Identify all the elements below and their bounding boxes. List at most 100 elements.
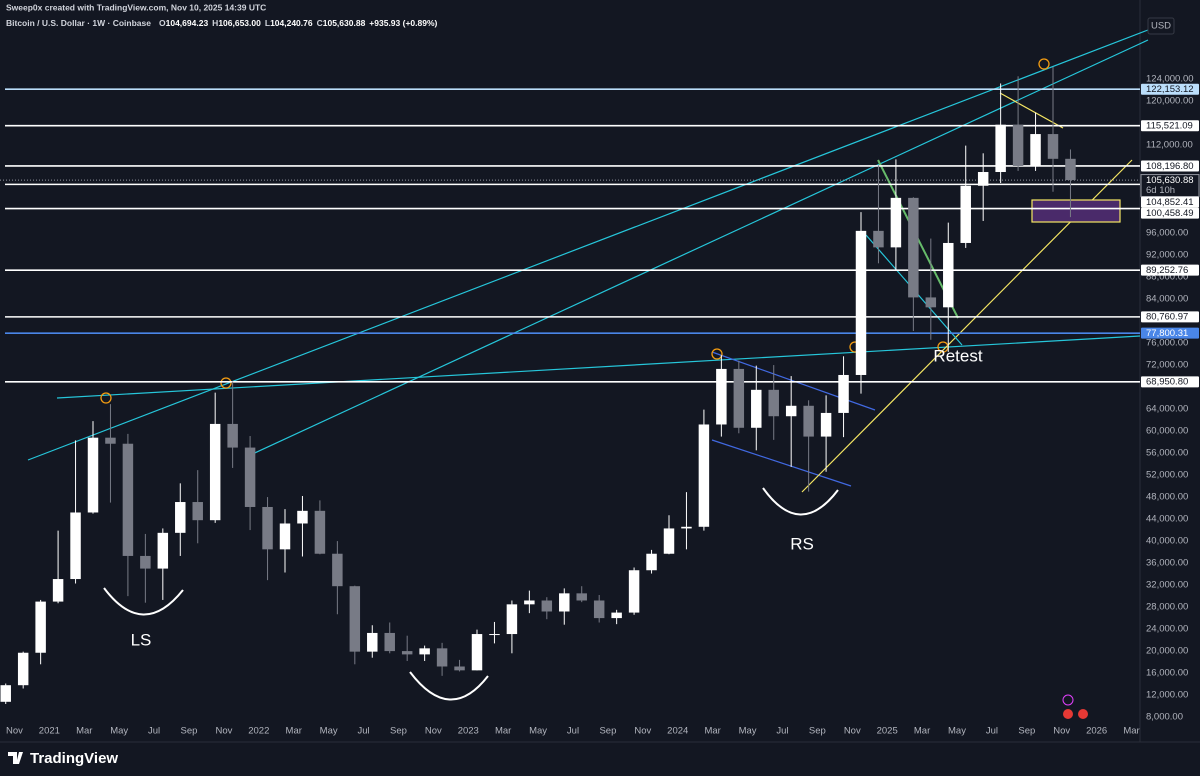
price-tag-label: 89,252.76 (1146, 265, 1188, 276)
y-tick-label: 56,000.00 (1146, 448, 1188, 459)
candle-body (314, 510, 326, 554)
marker-circle (220, 377, 232, 389)
price-tag-label: 100,458.49 (1146, 208, 1194, 219)
candle-body (506, 604, 518, 635)
y-tick-label: 20,000.00 (1146, 646, 1188, 657)
candle-body (471, 634, 483, 671)
y-tick-label: 48,000.00 (1146, 492, 1188, 503)
candle-body (0, 685, 11, 702)
y-tick-label: 8,000.00 (1146, 712, 1183, 723)
x-tick-label: Jul (567, 726, 579, 737)
symbol-title: Bitcoin / U.S. Dollar · 1W · Coinbase (6, 18, 151, 28)
candle-body (663, 528, 675, 554)
price-tag (1141, 207, 1199, 219)
candle-body (768, 389, 779, 417)
x-tick-label: 2021 (39, 726, 60, 737)
candle-body (489, 634, 500, 636)
candle-body (419, 648, 430, 655)
price-tag-label: 115,521.09 (1146, 121, 1193, 132)
x-tick-label: May (529, 726, 547, 737)
price-tag (1141, 196, 1199, 208)
candle-body (820, 412, 832, 437)
candle-body (524, 600, 535, 605)
y-tick-label: 32,000.00 (1146, 580, 1188, 591)
price-tag (1141, 264, 1199, 276)
event-icon (1063, 709, 1073, 719)
annotation: LS (131, 630, 152, 649)
candle-body (279, 523, 291, 550)
arc (762, 487, 839, 516)
candle-body (908, 197, 919, 298)
currency-label: USD (1151, 21, 1171, 32)
price-tag-label: 68,950.80 (1146, 377, 1188, 388)
x-tick-label: Nov (425, 726, 442, 737)
candle-body (751, 389, 762, 428)
candle-body (576, 593, 587, 601)
ohlc-key: H (212, 18, 218, 28)
y-tick-label: 84,000.00 (1146, 294, 1188, 305)
x-tick-label: Mar (76, 726, 92, 737)
y-tick-label: 120,000.00 (1146, 96, 1194, 107)
countdown-label: 6d 10h (1146, 185, 1175, 196)
candle-body (436, 648, 448, 667)
y-tick-label: 76,000.00 (1146, 338, 1188, 349)
candle-body (890, 197, 902, 248)
y-tick-label: 16,000.00 (1146, 668, 1188, 679)
candle-body (803, 405, 814, 437)
candle-body (367, 632, 378, 652)
candle-body (401, 651, 413, 655)
y-tick-label: 92,000.00 (1146, 250, 1188, 261)
x-tick-label: Mar (914, 726, 930, 737)
y-tick-label: 24,000.00 (1146, 624, 1188, 635)
candle-body (244, 447, 256, 507)
price-tag-label: 122,153.12 (1146, 84, 1194, 95)
candle-body (785, 405, 797, 417)
x-tick-label: Jul (776, 726, 788, 737)
x-tick-label: Sep (181, 726, 198, 737)
x-tick-label: May (320, 726, 338, 737)
candle-body (960, 185, 971, 243)
candle-body (873, 230, 884, 248)
candle-body (175, 502, 186, 533)
x-tick-label: Nov (6, 726, 23, 737)
y-tick-label: 40,000.00 (1146, 536, 1188, 547)
candle-body (140, 555, 151, 569)
ohlc-value: 105,630.88 (323, 18, 366, 28)
price-tag (1141, 83, 1199, 95)
price-tag (1141, 311, 1199, 323)
x-tick-label: Sep (599, 726, 616, 737)
event-icon (1078, 709, 1088, 719)
price-tag (1141, 327, 1199, 339)
x-tick-label: May (739, 726, 757, 737)
price-tag (1141, 376, 1199, 388)
candle-body (628, 570, 640, 613)
x-tick-label: 2026 (1086, 726, 1107, 737)
x-tick-label: Sep (1018, 726, 1035, 737)
candle-body (297, 510, 308, 524)
y-tick-label: 124,000.00 (1146, 74, 1194, 85)
x-tick-label: 2023 (458, 726, 479, 737)
candle-body (105, 437, 116, 444)
candle-body (1047, 134, 1059, 159)
candle-body (262, 506, 273, 550)
x-tick-label: Sep (390, 726, 407, 737)
y-tick-label: 72,000.00 (1146, 360, 1188, 371)
candle-body (838, 374, 849, 413)
ohlc-key: C (317, 18, 323, 28)
candle-body (52, 579, 64, 602)
channel-line (711, 439, 852, 487)
author-line: Sweep0x created with TradingView.com, No… (6, 2, 266, 12)
y-tick-label: 28,000.00 (1146, 602, 1188, 613)
x-tick-label: Sep (809, 726, 826, 737)
candle-body (925, 297, 937, 308)
last-price-label: 105,630.88 (1146, 175, 1194, 186)
footer-bar (0, 742, 1200, 776)
brand-logo: TradingView (8, 750, 118, 767)
zone-box (1031, 199, 1121, 223)
candle-body (87, 437, 99, 513)
y-tick-label: 64,000.00 (1146, 404, 1188, 415)
x-tick-label: Mar (495, 726, 511, 737)
annotation: Retest (933, 346, 982, 365)
x-tick-label: 2025 (877, 726, 898, 737)
ohlc-value: 104,694.23 (166, 18, 209, 28)
